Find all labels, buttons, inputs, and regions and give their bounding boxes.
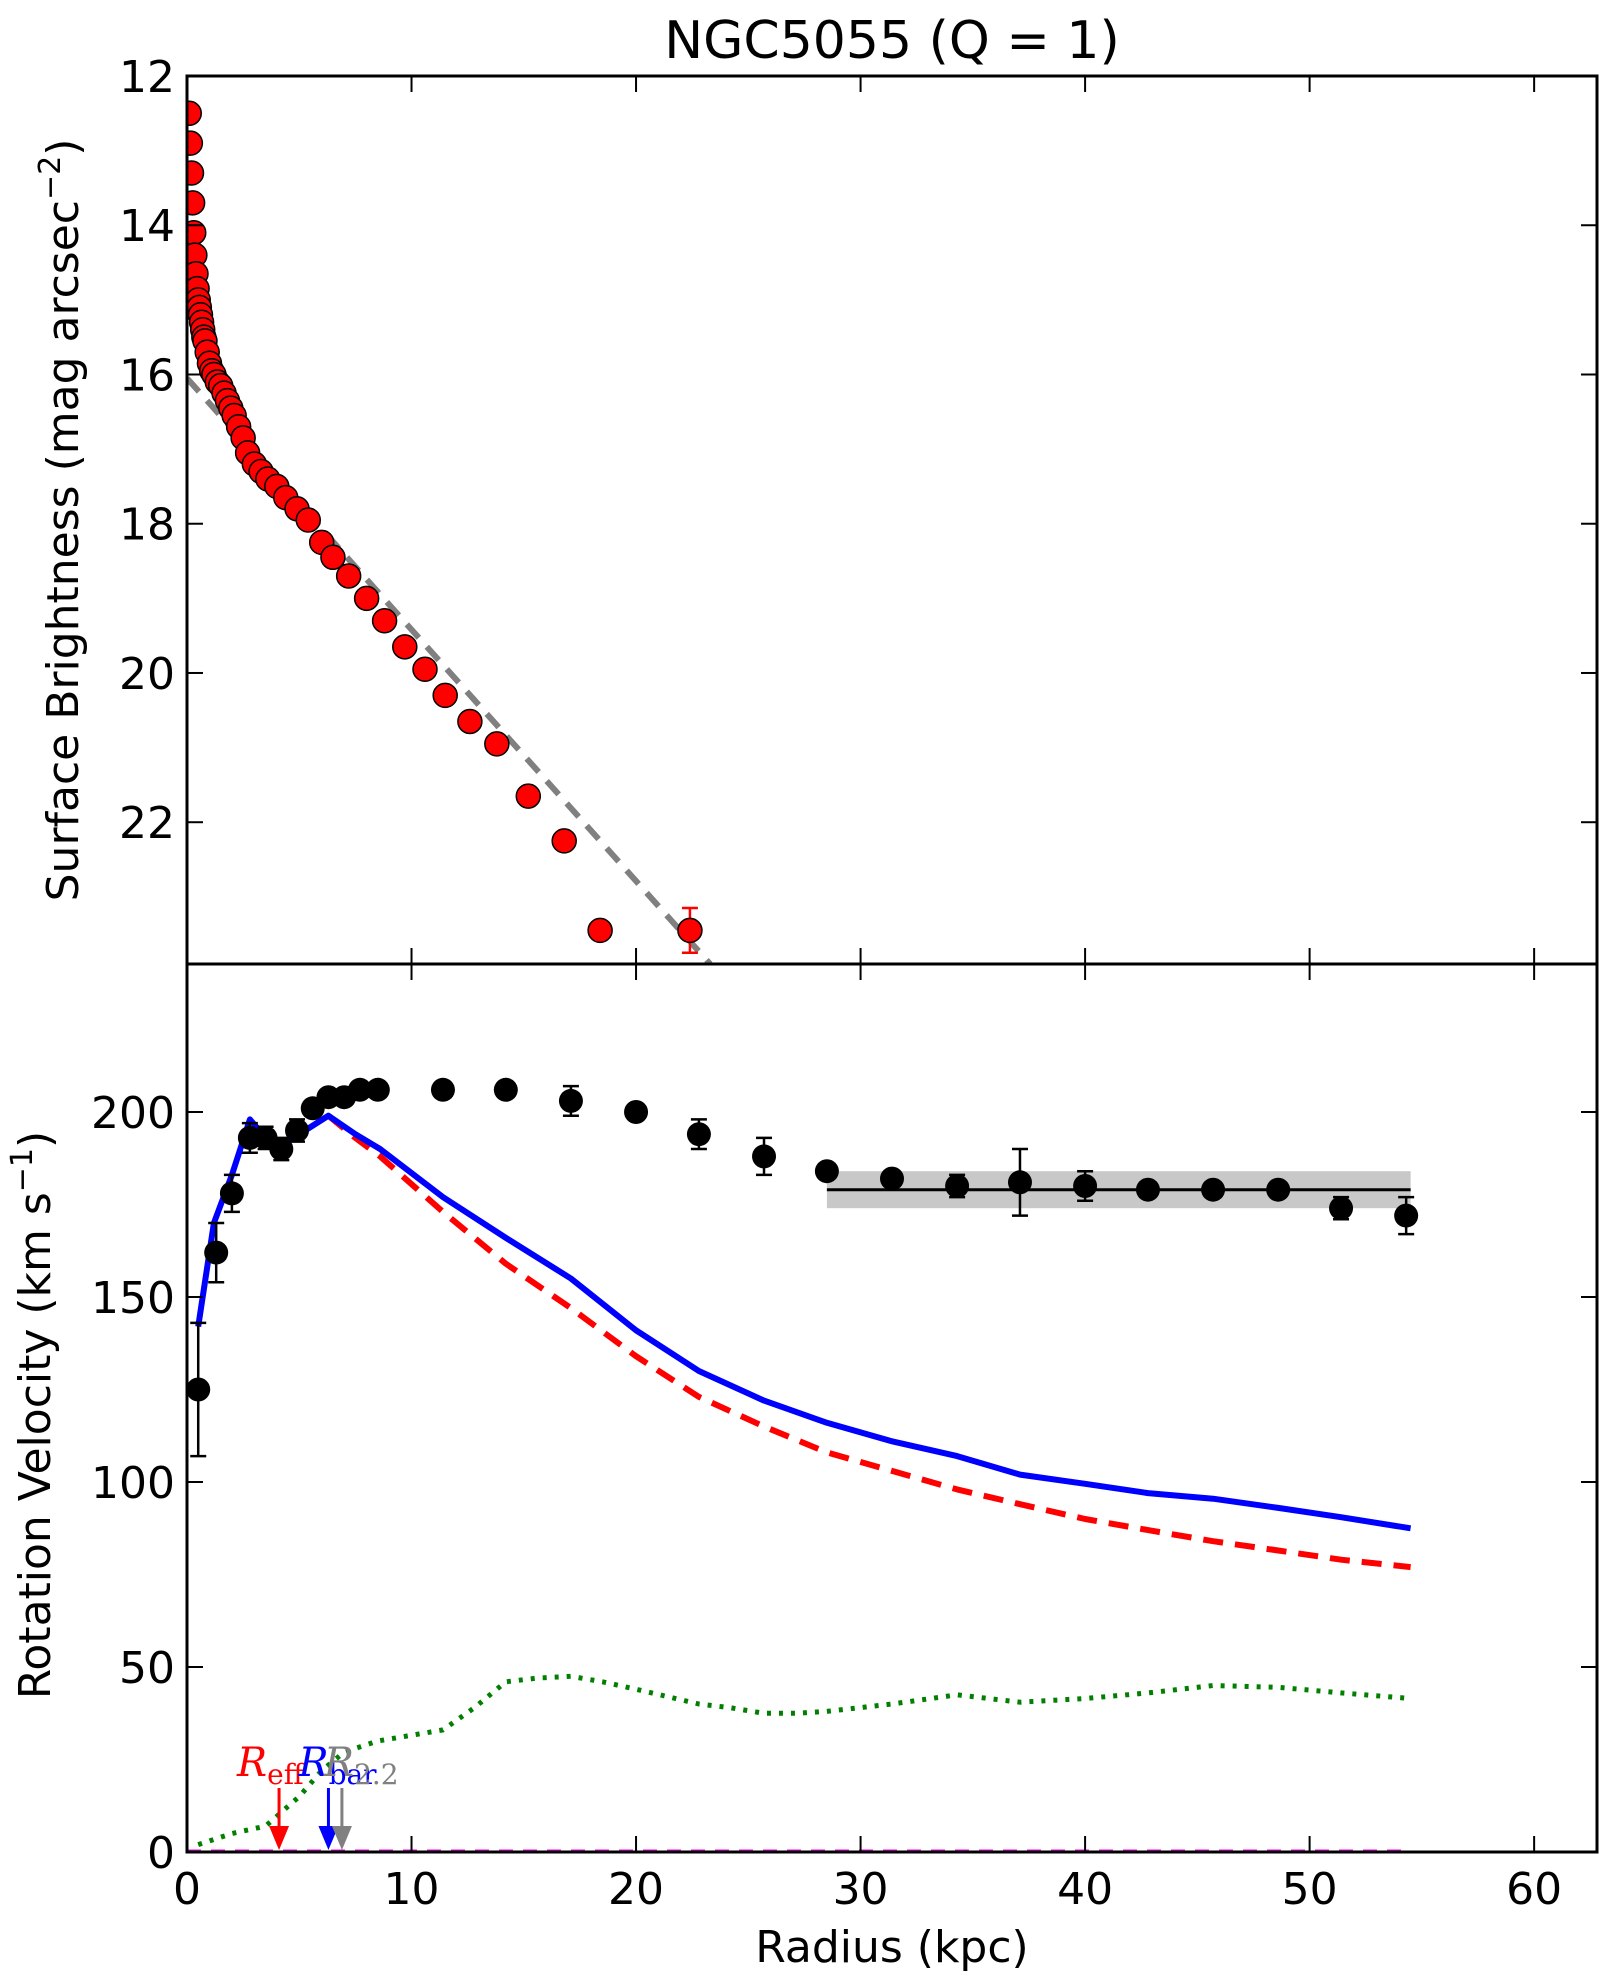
top-y-tick-label: 22 <box>119 798 175 849</box>
surface-brightness-point <box>551 828 577 854</box>
top-y-tick-label: 14 <box>119 201 175 252</box>
observed-velocity-point <box>1007 1170 1032 1195</box>
observed-velocity-point <box>285 1118 310 1143</box>
top-y-tick-label: 16 <box>119 350 175 401</box>
surface-brightness-point <box>187 130 204 156</box>
observed-velocity-point <box>1394 1203 1419 1228</box>
surface-brightness-point <box>187 100 202 127</box>
observed-velocity-point <box>1135 1177 1160 1202</box>
bottom-y-tick-label: 50 <box>119 1643 175 1694</box>
radius-marker-label-sub: bar <box>329 1758 378 1791</box>
surface-brightness-point <box>412 656 438 682</box>
surface-brightness-panel: 12 14 16 18 20 22 Surface Brightness (mag arc… <box>33 52 1599 966</box>
surface-brightness-point <box>320 544 346 571</box>
top-y-tick-label: 20 <box>119 649 175 700</box>
observed-velocity-point <box>365 1077 390 1102</box>
bottom-y-tick-label: 200 <box>91 1088 175 1139</box>
x-axis-label: Radius (kpc) <box>755 1922 1028 1973</box>
surface-brightness-point <box>187 160 205 186</box>
top-axes-layer: 12 14 16 18 20 22 <box>119 52 1599 966</box>
gas-model-line <box>197 1673 1411 1847</box>
bottom-y-tick-label: 150 <box>91 1273 175 1324</box>
radius-marker-arrow-head <box>331 1826 352 1850</box>
observed-velocity-point <box>430 1077 455 1102</box>
observed-velocity-point <box>1073 1174 1098 1198</box>
observed-velocity-point <box>269 1137 294 1161</box>
x-tick-label: 10 <box>384 1864 440 1915</box>
x-tick-label: 50 <box>1282 1864 1338 1915</box>
observed-velocity-point <box>1201 1177 1226 1202</box>
surface-brightness-point <box>484 731 510 757</box>
observed-velocity-point <box>558 1088 583 1113</box>
observed-velocity-point <box>624 1100 649 1124</box>
observed-velocity-point <box>347 1077 372 1102</box>
x-tick-label: 40 <box>1057 1864 1113 1915</box>
surface-brightness-point <box>457 708 483 735</box>
top-y-axis-label-text: Surface Brightness (mag arcsec <box>38 200 89 901</box>
x-tick-label: 20 <box>608 1864 664 1915</box>
x-tick-label: 60 <box>1506 1864 1562 1915</box>
bottom-y-tick-label: 100 <box>91 1458 175 1509</box>
top-y-tick-label: 18 <box>119 500 175 551</box>
surface-brightness-point <box>515 783 542 809</box>
radius-marker-label: Reff <box>236 1740 306 1791</box>
surface-brightness-point <box>187 190 206 216</box>
top-plot-frame <box>185 74 1599 966</box>
top-y-tick-label: 12 <box>119 52 175 103</box>
chart-title: NGC5055 (Q = 1) <box>664 11 1120 71</box>
observed-velocity-point <box>186 1377 211 1402</box>
flat-velocity-band-layer <box>826 1171 1411 1209</box>
surface-brightness-point <box>353 585 380 612</box>
bottom-y-axis-label-text: Rotation Velocity (km s <box>10 1192 61 1699</box>
observed-velocity-point <box>752 1144 777 1169</box>
bottom-plot-frame <box>185 962 1599 1854</box>
radius-marker-label-main: R <box>323 1740 354 1786</box>
bottom-axes-layer: 0 50 100 150 200 0 10 20 30 40 50 60 <box>91 962 1599 1915</box>
stellar-model-line <box>326 1113 1411 1571</box>
bottom-y-axis-label-exponent: −1 <box>5 1148 40 1192</box>
model-lines-layer <box>187 1112 1412 1852</box>
bottom-y-axis-label: Rotation Velocity (km s−1) <box>5 1131 61 1699</box>
radius-marker-arrow-head <box>269 1826 290 1850</box>
surface-brightness-point <box>677 917 703 944</box>
observed-velocity-point <box>686 1122 711 1147</box>
surface-brightness-point <box>392 634 418 660</box>
observed-velocity-point <box>219 1181 244 1206</box>
top-y-axis-label-close: ) <box>38 139 89 156</box>
x-tick-label: 30 <box>833 1864 889 1915</box>
top-points-layer <box>187 100 703 955</box>
radius-marker-label-sub: eff <box>267 1758 306 1791</box>
top-y-axis-label-exponent: −2 <box>33 156 68 200</box>
radius-marker-label: Rbar <box>297 1740 377 1791</box>
bottom-y-tick-label: 0 <box>147 1828 175 1879</box>
top-y-axis-label: Surface Brightness (mag arcsec−2) <box>33 139 89 902</box>
observed-velocity-point <box>814 1159 839 1184</box>
observed-velocity-point <box>945 1174 970 1198</box>
surface-brightness-point <box>335 563 362 589</box>
radius-marker-label-sub: 2.2 <box>354 1758 399 1791</box>
x-tick-label: 0 <box>173 1864 201 1915</box>
observed-velocity-point <box>1266 1177 1291 1202</box>
bottom-y-axis-label-close: ) <box>10 1131 61 1148</box>
radius-marker-label: R2.2 <box>323 1740 399 1791</box>
radius-marker-label-main: R <box>297 1740 328 1786</box>
observed-velocity-point <box>880 1166 904 1191</box>
observed-velocity-point <box>204 1240 229 1265</box>
surface-brightness-point <box>371 607 398 634</box>
surface-brightness-point <box>432 682 458 709</box>
surface-brightness-point <box>295 507 321 533</box>
radius-marker-label-main: R <box>236 1740 267 1786</box>
radius-marker-arrow-head <box>318 1826 339 1850</box>
surface-brightness-point <box>587 917 613 944</box>
observed-velocity-point <box>1329 1196 1354 1221</box>
observed-points-layer <box>186 1077 1419 1458</box>
observed-velocity-point <box>493 1077 518 1102</box>
